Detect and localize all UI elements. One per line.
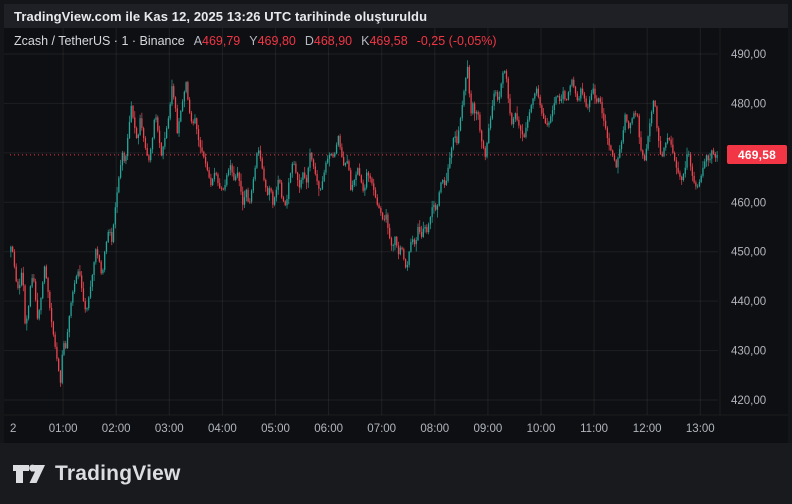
candlestick-chart[interactable]: 490,00 480,00 460,00 450,00 440,00 430,00 420,…	[4, 28, 788, 443]
ohlc-high: Y469,80	[249, 34, 296, 48]
svg-text:02:00: 02:00	[102, 423, 131, 435]
svg-text:12:00: 12:00	[633, 423, 662, 435]
svg-text:04:00: 04:00	[208, 423, 237, 435]
tradingview-logo-text: TradingView	[55, 461, 181, 485]
price-change: -0,25 (-0,05%)	[416, 34, 497, 48]
time-axis[interactable]: 2 01:00 02:00 03:00 04:00 05:00 06:00 07:00 08:0…	[10, 423, 715, 435]
candles	[10, 60, 718, 387]
ohlc-low-label: D	[304, 34, 314, 48]
svg-text:11:00: 11:00	[580, 423, 608, 435]
ohlc-open: A469,79	[194, 34, 241, 48]
svg-text:490,00: 490,00	[731, 49, 766, 61]
attribution-text: TradingView.com ile Kas 12, 2025 13:26 U…	[14, 8, 428, 24]
tradingview-logo-link[interactable]: TradingView	[12, 462, 181, 486]
price-axis[interactable]: 490,00 480,00 460,00 450,00 440,00 430,00 420,…	[731, 49, 766, 407]
svg-text:450,00: 450,00	[731, 247, 766, 259]
svg-text:430,00: 430,00	[731, 346, 766, 358]
svg-text:420,00: 420,00	[731, 395, 766, 407]
svg-text:09:00: 09:00	[474, 423, 503, 435]
svg-text:460,00: 460,00	[731, 197, 766, 209]
svg-text:10:00: 10:00	[527, 423, 556, 435]
ohlc-high-label: Y	[249, 34, 258, 48]
ohlc-low: D468,90	[305, 34, 352, 48]
svg-text:07:00: 07:00	[367, 423, 396, 435]
symbol-title: Zcash / TetherUS · 1 · Binance	[14, 34, 185, 48]
svg-text:440,00: 440,00	[731, 296, 766, 308]
ohlc-open-label: A	[193, 34, 203, 48]
svg-text:03:00: 03:00	[155, 423, 184, 435]
attribution-bar: TradingView.com ile Kas 12, 2025 13:26 U…	[4, 4, 788, 28]
svg-text:13:00: 13:00	[686, 423, 715, 435]
ohlc-high-value: 469,80	[257, 34, 296, 48]
ohlc-open-value: 469,79	[202, 34, 241, 48]
grid-lines	[4, 28, 788, 416]
chart-legend: Zcash / TetherUS · 1 · Binance A469,79 Y…	[14, 34, 497, 48]
svg-text:05:00: 05:00	[261, 423, 290, 435]
ohlc-close-label: K	[361, 34, 370, 48]
last-price-tag: 469,58	[727, 145, 787, 165]
svg-text:06:00: 06:00	[314, 423, 343, 435]
tradingview-logo-icon	[13, 464, 45, 483]
footer-bar: TradingView	[0, 443, 792, 504]
chart-panel[interactable]: Zcash / TetherUS · 1 · Binance A469,79 Y…	[4, 28, 788, 443]
ohlc-close: K469,58	[361, 34, 408, 48]
ohlc-low-value: 468,90	[313, 34, 353, 48]
ohlc-close-value: 469,58	[369, 34, 408, 48]
svg-text:08:00: 08:00	[420, 423, 449, 435]
svg-text:2: 2	[10, 423, 16, 435]
svg-text:480,00: 480,00	[731, 98, 766, 110]
svg-text:01:00: 01:00	[49, 423, 78, 435]
